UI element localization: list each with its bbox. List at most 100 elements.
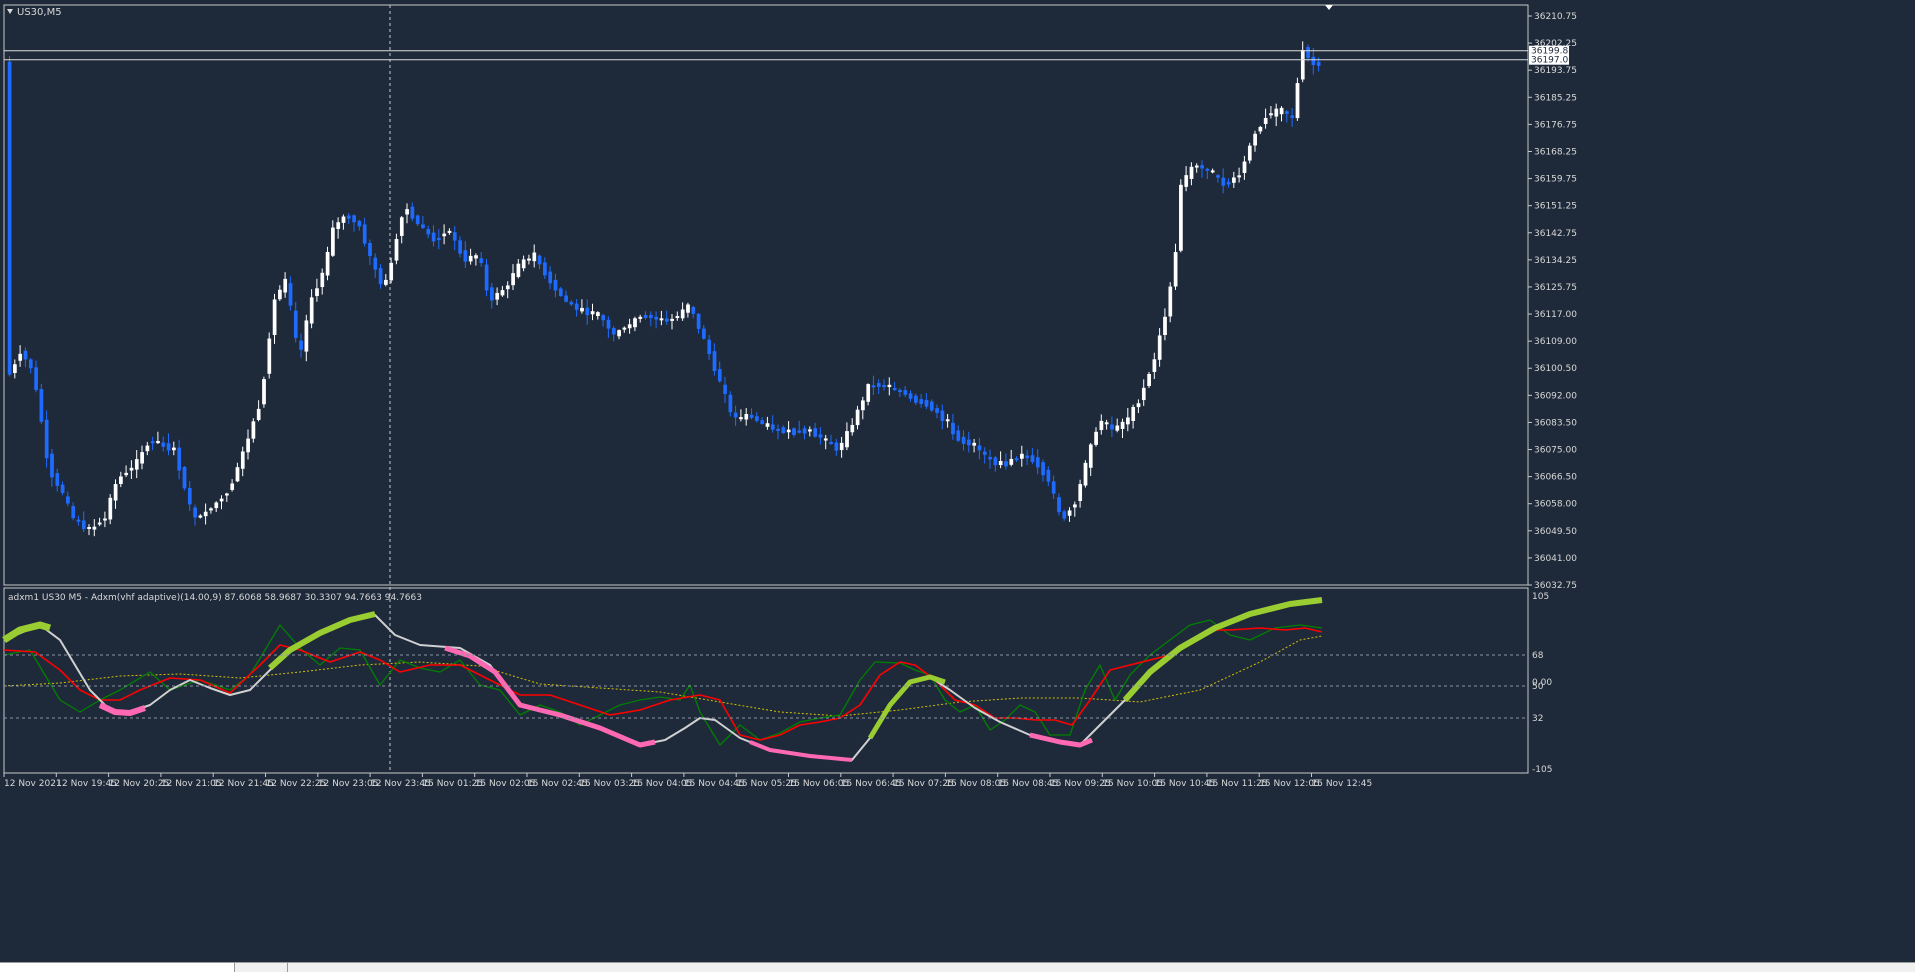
candle-body bbox=[993, 457, 998, 466]
time-label: 12 Nov 21:05 bbox=[161, 779, 222, 789]
price-tick-label: 36092.00 bbox=[1534, 391, 1577, 401]
candle-body bbox=[834, 442, 839, 451]
candle-body bbox=[823, 438, 828, 441]
candle-body bbox=[1258, 126, 1263, 132]
candle-body bbox=[951, 422, 955, 435]
candle-body bbox=[1046, 469, 1051, 482]
candle-body bbox=[574, 303, 579, 310]
time-label: 12 Nov 19:45 bbox=[56, 779, 117, 789]
candle-body bbox=[839, 442, 844, 451]
price-tick-label: 36125.75 bbox=[1534, 283, 1577, 293]
candle-body bbox=[882, 385, 886, 388]
candle-body bbox=[97, 522, 102, 525]
candle-body bbox=[389, 262, 394, 281]
candle-body bbox=[315, 288, 319, 297]
candle-body bbox=[1200, 165, 1204, 169]
indicator-border bbox=[3, 587, 1529, 774]
candle-body bbox=[405, 209, 409, 215]
chart-tab[interactable] bbox=[235, 963, 288, 972]
chart-shift-marker-icon[interactable] bbox=[1325, 5, 1333, 10]
ask-label-box bbox=[1529, 54, 1569, 65]
candle-body bbox=[1316, 61, 1321, 66]
candle-body bbox=[543, 262, 547, 276]
price-tick-label: 36075.00 bbox=[1534, 446, 1577, 456]
candle-body bbox=[770, 424, 775, 430]
candle-body bbox=[442, 233, 447, 237]
candle-body bbox=[606, 319, 611, 329]
candle-body bbox=[352, 215, 356, 223]
price-axis: 36210.75 36202.25 36193.75 36185.25 36176.75… bbox=[1528, 12, 1577, 591]
candle-body bbox=[336, 222, 341, 230]
time-label: 12 Nov 23:45 bbox=[370, 779, 431, 789]
candle-body bbox=[516, 263, 521, 277]
candle-body bbox=[246, 438, 250, 453]
candle-body bbox=[214, 502, 219, 509]
candle-body bbox=[1247, 145, 1252, 161]
adx-rising-segment bbox=[267, 611, 376, 671]
candle-body bbox=[81, 520, 86, 530]
adx-falling-segment bbox=[1029, 732, 1093, 748]
price-tick-label: 36193.75 bbox=[1534, 66, 1577, 76]
candle-body bbox=[733, 412, 738, 418]
symbol-dropdown-icon[interactable] bbox=[7, 9, 13, 14]
candle-body bbox=[331, 227, 335, 256]
time-label: 15 Nov 08:05 bbox=[945, 779, 1006, 789]
candle-body bbox=[129, 467, 134, 471]
candle-body bbox=[919, 399, 924, 404]
candle-body bbox=[813, 428, 818, 437]
price-tick-label: 36117.00 bbox=[1534, 310, 1577, 320]
candle-body bbox=[1041, 462, 1045, 476]
candle-body bbox=[744, 413, 749, 420]
indicator-scale-top: 105 bbox=[1532, 592, 1549, 602]
candle-body bbox=[802, 428, 807, 434]
candle-body bbox=[394, 239, 399, 261]
candle-body bbox=[590, 311, 595, 315]
candle-body bbox=[421, 224, 425, 228]
candle-body bbox=[219, 498, 224, 502]
candle-body bbox=[1062, 511, 1067, 519]
candle-body bbox=[808, 429, 812, 432]
indicator-axis: 105 -105 68 500.00 32 bbox=[4, 592, 1552, 775]
candle-body bbox=[1242, 161, 1247, 173]
vhf-line bbox=[3, 635, 1323, 717]
candle-body bbox=[283, 278, 288, 293]
price-tick-label: 36159.75 bbox=[1534, 175, 1577, 185]
candle-body bbox=[1025, 455, 1030, 459]
candle-body bbox=[982, 451, 987, 455]
candle-body bbox=[702, 328, 706, 339]
level-label: 68 bbox=[1532, 651, 1544, 661]
price-tick-label: 36066.50 bbox=[1534, 473, 1577, 483]
time-label: 15 Nov 04:45 bbox=[684, 779, 745, 789]
time-label: 15 Nov 11:25 bbox=[1207, 779, 1268, 789]
candle-body bbox=[1030, 455, 1035, 463]
candle-body bbox=[113, 484, 118, 501]
candle-body bbox=[495, 292, 500, 300]
candle-body bbox=[447, 230, 452, 233]
candle-body bbox=[431, 232, 436, 242]
candle-body bbox=[717, 369, 722, 382]
candle-body bbox=[696, 313, 701, 329]
candle-body bbox=[468, 255, 473, 262]
candle-body bbox=[410, 206, 415, 219]
candle-body bbox=[871, 385, 876, 388]
candle-body bbox=[627, 324, 632, 329]
candle-body bbox=[829, 441, 833, 445]
indicator-scale-bottom: -105 bbox=[1532, 765, 1552, 775]
candle-body bbox=[654, 316, 659, 320]
candle-body bbox=[686, 304, 690, 313]
candle-body bbox=[1004, 461, 1008, 467]
chart-tab-active[interactable] bbox=[0, 963, 235, 972]
candle-body bbox=[1131, 407, 1136, 421]
candle-body bbox=[558, 288, 563, 297]
candle-body bbox=[251, 421, 256, 439]
time-label: 15 Nov 04:05 bbox=[632, 779, 693, 789]
candle-body bbox=[548, 271, 553, 284]
candle-body bbox=[28, 359, 33, 369]
candle-body bbox=[855, 409, 860, 426]
candle-body bbox=[797, 430, 802, 433]
candle-body bbox=[103, 518, 107, 521]
candle-body bbox=[198, 515, 203, 518]
time-label: 15 Nov 09:25 bbox=[1050, 779, 1111, 789]
